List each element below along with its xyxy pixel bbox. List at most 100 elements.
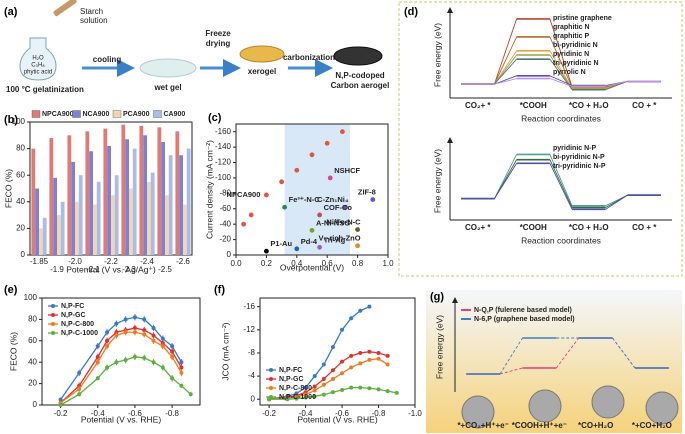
bar [150,172,155,255]
bar [89,151,93,255]
x-tick-label: -1.9 [50,265,64,274]
x-axis-title: Overpotential (V) [280,262,344,272]
y-tick-label: -20 [219,235,231,244]
y-tick-label: -140 [215,142,232,151]
step-label: Carbon aerogel [331,81,390,90]
marker [142,328,147,333]
point [317,244,322,250]
scheme: (a) Starch solution H₂O C₃H₈ phytic acid… [4,0,389,94]
marker [114,360,119,365]
bar [186,148,191,255]
marker [321,362,326,367]
connector [493,36,518,85]
marker [105,338,110,343]
series-line [60,327,182,404]
bar [168,155,173,255]
marker [123,317,128,322]
connector [549,18,573,88]
bar [96,181,101,255]
point [264,192,269,198]
flask [19,37,57,81]
beaker-text: phytic acid [24,70,52,76]
point-label: V₀-rich-ZnO [318,234,360,243]
point [340,129,345,135]
bar [114,175,119,255]
x-tick-label: *+CO₂+H⁺+e⁻ [457,421,508,430]
x-tick-label: *COOH+H⁺+e⁻ [512,421,567,430]
point-label: Fe³⁺-N-C [289,195,321,204]
point [355,243,360,249]
aerogel [333,46,383,66]
bar [49,137,54,255]
x-tick-label: *CO + H₂O [569,223,609,232]
marker [170,376,175,381]
marker [105,330,110,335]
connector [549,78,573,87]
y-tick-label: 0 [21,250,26,259]
marker [151,360,156,365]
point-label: C-Zn₁Ni₄ [317,195,349,204]
point-label: Ni/Fe-N-C [326,218,361,227]
bar [107,145,111,255]
x-tick-label: -0.4 [91,409,105,418]
connector [494,163,517,199]
point-label: Pd-4 [301,237,318,246]
connector [555,337,580,369]
plot-frame [235,123,389,256]
y-tick-label: -100 [215,173,232,182]
marker [385,353,390,358]
x-tick-label: 1.0 [382,259,394,268]
marker [132,354,137,359]
fullerene [528,389,562,423]
connector [612,337,636,369]
plot-frame [259,297,416,406]
marker [105,344,110,349]
y-axis-title: Free energy (eV) [432,23,442,87]
marker [123,358,128,363]
step-label: xerogel [248,67,276,76]
bar [103,128,108,255]
bar [31,148,36,255]
point [264,248,269,254]
y-tick-label: 0 [33,400,38,409]
point [309,152,315,158]
bar [78,175,83,255]
bar [139,125,144,256]
panel-frame [398,1,683,277]
legend-label: graphitic N [553,24,590,31]
point-label: P1-Au [270,239,292,248]
y-tick-label: 40 [28,357,37,366]
marker [170,354,175,359]
shaded-region [284,124,350,255]
y-tick-label: -8 [248,348,256,357]
marker [303,395,308,400]
marker [77,370,82,375]
connector [549,75,573,86]
legend-marker [51,304,55,308]
x-tick-label: 0.6 [322,259,334,268]
x-tick-label: CO₂+ * [465,223,491,232]
marker [367,349,372,354]
x-axis-title: Potential (V vs. RHE) [297,414,377,424]
marker [312,394,317,399]
marker [358,308,363,313]
x-tick-label: -0.4 [299,409,313,418]
connector [549,36,573,88]
x-tick-label: -1.0 [408,409,422,418]
y-axis-title: Free energy (eV) [432,149,442,213]
marker [321,376,326,381]
legend-swatch [112,110,122,118]
bar [85,131,90,255]
marker [114,333,119,338]
marker [330,345,335,350]
point [279,179,284,185]
y-tick-label: 60 [28,336,37,345]
marker [179,383,184,388]
step-label: carbonization [283,53,335,62]
bar [60,201,65,255]
legend-marker [269,377,273,381]
marker [170,349,175,354]
legend-label: N-Q,P (fulerene based model) [474,307,572,314]
x-axis-title: Reaction coordinates [521,235,601,245]
